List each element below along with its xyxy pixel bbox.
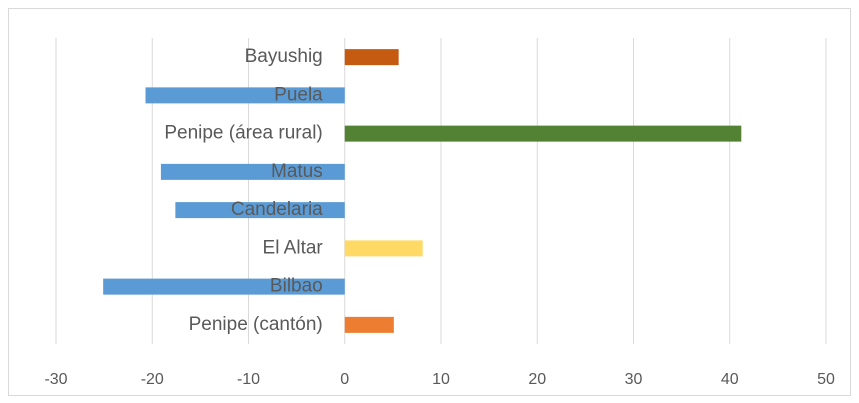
x-tick-label: 20 — [528, 371, 546, 388]
x-tick-label: -10 — [237, 371, 260, 388]
category-label: Puela — [274, 84, 323, 105]
bar — [344, 49, 399, 66]
x-tick-label: -20 — [141, 371, 164, 388]
bar — [103, 278, 345, 295]
category-label: Matus — [271, 161, 323, 182]
x-tick-label: 0 — [340, 371, 349, 388]
bar — [175, 202, 345, 219]
category-label: Penipe (área rural) — [164, 123, 322, 144]
chart-border — [8, 8, 851, 396]
x-tick-label: 30 — [625, 371, 643, 388]
x-tick-label: 10 — [432, 371, 450, 388]
bar — [344, 240, 423, 257]
x-tick-label: 40 — [721, 371, 739, 388]
bar — [344, 316, 394, 333]
category-label: Penipe (cantón) — [189, 314, 323, 335]
category-label: Bilbao — [270, 276, 323, 297]
category-label: El Altar — [263, 237, 324, 258]
bar — [145, 87, 345, 104]
category-label: Bayushig — [245, 46, 323, 67]
bar — [160, 163, 345, 180]
x-tick-label: -30 — [44, 371, 67, 388]
bar — [344, 125, 742, 142]
x-tick-label: 50 — [817, 371, 835, 388]
category-label: Candelaria — [231, 199, 323, 220]
